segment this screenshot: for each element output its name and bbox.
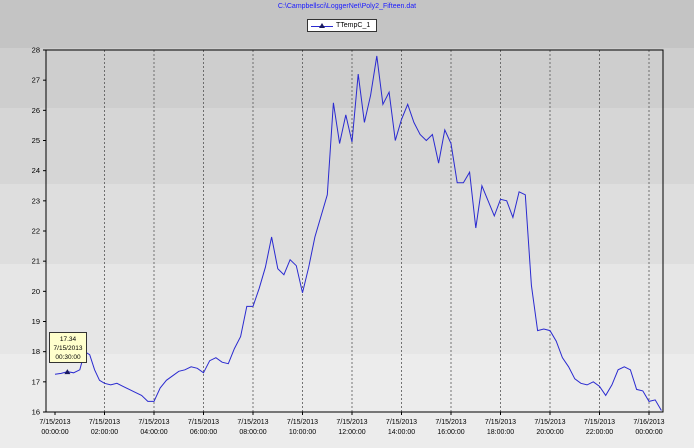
x-tick-date-label: 7/15/2013 (287, 419, 318, 426)
tooltip-date: 7/15/2013 (53, 345, 83, 352)
x-tick-time-label: 08:00:00 (239, 429, 266, 436)
y-tick-label: 18 (32, 347, 40, 356)
x-tick-date-label: 7/16/2013 (633, 419, 664, 426)
legend[interactable]: TTempC_1 (307, 19, 378, 32)
background-band-3 (0, 184, 694, 264)
plot-border (45, 49, 664, 413)
axes-layer (43, 49, 664, 415)
chart-file-title: C:\Campbellsci\LoggerNet\Poly2_Fifteen.d… (277, 3, 417, 10)
legend-series-name: TTempC_1 (336, 22, 371, 29)
y-tick-label: 19 (32, 317, 40, 326)
background-band-1 (0, 48, 694, 108)
y-tick-label: 28 (32, 46, 40, 55)
data-point-tooltip: 17.34 7/15/2013 00:30:00 (49, 332, 87, 363)
tooltip-value: 17.34 (59, 336, 77, 343)
x-tick-date-label: 7/15/2013 (386, 419, 417, 426)
x-tick-date-label: 7/15/2013 (237, 419, 268, 426)
x-tick-time-label: 10:00:00 (289, 429, 316, 436)
y-tick-label: 22 (32, 227, 40, 236)
x-tick-time-label: 16:00:00 (437, 429, 464, 436)
x-tick-time-label: 00:00:00 (635, 429, 662, 436)
y-tick-label: 17 (32, 377, 40, 386)
y-tick-label: 25 (32, 136, 40, 145)
x-tick-date-label: 7/15/2013 (188, 419, 219, 426)
y-tick-label: 27 (32, 76, 40, 85)
y-tick-label: 24 (32, 166, 40, 175)
y-tick-label: 23 (32, 196, 40, 205)
x-tick-time-label: 18:00:00 (487, 429, 514, 436)
y-tick-label: 16 (32, 408, 40, 417)
x-tick-date-label: 7/15/2013 (435, 419, 466, 426)
legend-swatch-icon (311, 22, 333, 30)
x-tick-date-label: 7/15/2013 (138, 419, 169, 426)
x-tick-date-label: 7/15/2013 (89, 419, 120, 426)
x-tick-time-label: 06:00:00 (190, 429, 217, 436)
x-tick-time-label: 20:00:00 (536, 429, 563, 436)
x-tick-date-label: 7/15/2013 (485, 419, 516, 426)
x-tick-time-label: 12:00:00 (338, 429, 365, 436)
x-tick-time-label: 14:00:00 (388, 429, 415, 436)
background-band-5 (0, 354, 694, 448)
tooltip-time: 00:30:00 (55, 354, 81, 361)
series-marker-point (64, 369, 71, 375)
background-band-4 (0, 264, 694, 354)
x-tick-date-label: 7/15/2013 (534, 419, 565, 426)
x-tick-time-label: 00:00:00 (41, 429, 68, 436)
x-tick-date-label: 7/15/2013 (336, 419, 367, 426)
tick-label-layer: 16 17 18 19 20 21 22 23 24 25 26 27 28 7/15/2013 00:00… (32, 46, 665, 437)
x-tick-time-label: 04:00:00 (140, 429, 167, 436)
series-layer (54, 55, 662, 411)
y-tick-label: 26 (32, 106, 40, 115)
x-tick-time-label: 02:00:00 (91, 429, 118, 436)
series-line-0 (54, 55, 662, 411)
grid-layer (104, 50, 650, 412)
y-tick-label: 21 (32, 257, 40, 266)
x-tick-date-label: 7/15/2013 (39, 419, 70, 426)
y-tick-label: 20 (32, 287, 40, 296)
x-tick-date-label: 7/15/2013 (584, 419, 615, 426)
x-tick-time-label: 22:00:00 (586, 429, 613, 436)
